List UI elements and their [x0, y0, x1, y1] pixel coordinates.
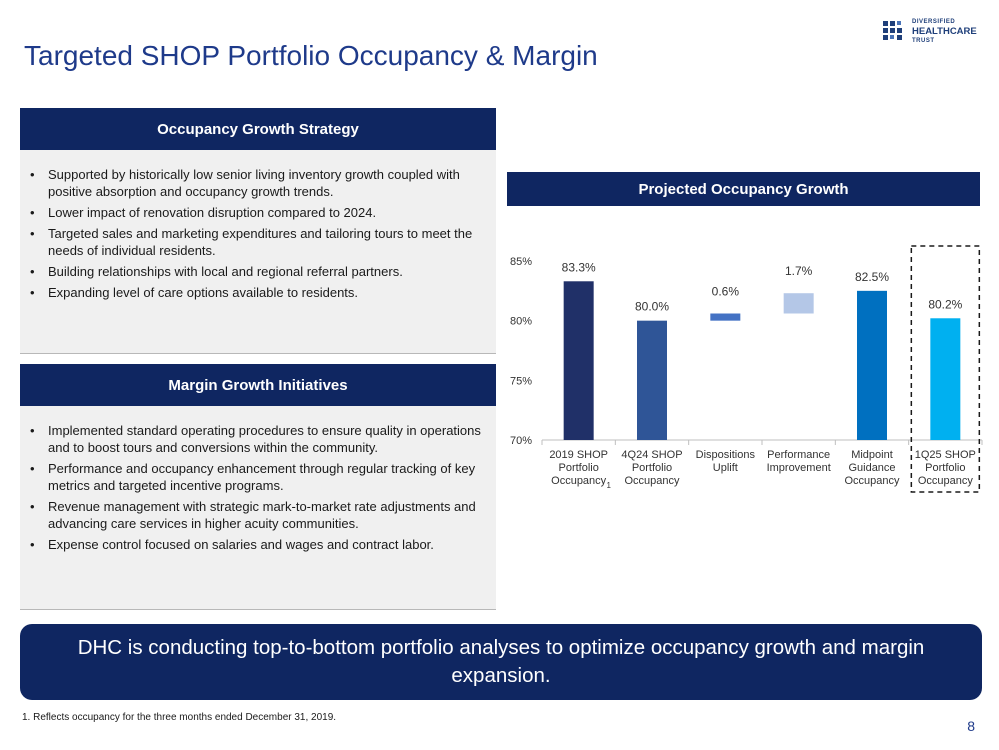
margin-initiatives-panel: Implemented standard operating procedure… — [20, 406, 496, 610]
x-tick-label: Uplift — [713, 462, 738, 474]
margin-initiatives-list: Implemented standard operating procedure… — [20, 406, 496, 553]
occupancy-strategy-panel: Supported by historically low senior liv… — [20, 150, 496, 354]
list-item: Targeted sales and marketing expenditure… — [30, 225, 488, 259]
bar — [857, 290, 887, 440]
chart-title: Projected Occupancy Growth — [507, 172, 980, 206]
summary-banner: DHC is conducting top-to-bottom portfoli… — [20, 624, 982, 700]
occupancy-strategy-heading: Occupancy Growth Strategy — [20, 108, 496, 150]
list-item: Revenue management with strategic mark-t… — [30, 498, 488, 532]
x-tick-label: Performance — [767, 449, 830, 461]
bar — [930, 318, 961, 440]
page-number: 8 — [967, 718, 975, 734]
list-item: Supported by historically low senior liv… — [30, 166, 488, 200]
x-tick-label: 1Q25 SHOP — [915, 449, 976, 461]
logo-line-3: TRUST — [912, 38, 935, 44]
y-tick-label: 80% — [510, 316, 532, 328]
highlight-box — [910, 245, 981, 493]
x-tick-label: 4Q24 SHOP — [621, 449, 682, 461]
data-label: 0.6% — [712, 285, 740, 299]
list-item: Expense control focused on salaries and … — [30, 536, 488, 553]
y-tick-label: 70% — [510, 435, 532, 447]
data-label: 80.0% — [635, 300, 669, 314]
page-title: Targeted SHOP Portfolio Occupancy & Marg… — [24, 40, 598, 71]
x-tick-label: Portfolio — [632, 462, 672, 474]
company-logo: DIVERSIFIED HEALTHCARE TRUST — [883, 18, 983, 46]
list-item: Building relationships with local and re… — [30, 263, 488, 280]
data-label: 80.2% — [928, 297, 962, 311]
logo-line-2: HEALTHCARE — [912, 26, 977, 37]
list-item: Performance and occupancy enhancement th… — [30, 460, 488, 494]
bar — [637, 320, 667, 440]
occupancy-strategy-list: Supported by historically low senior liv… — [20, 150, 496, 301]
x-tick-label: Portfolio — [558, 462, 598, 474]
x-tick-label: Occupancy — [918, 475, 974, 487]
footnote: 1. Reflects occupancy for the three mont… — [22, 712, 337, 723]
x-tick-label: Occupancy — [551, 475, 607, 487]
data-label: 1.7% — [785, 264, 813, 278]
footnote-marker: 1 — [606, 481, 611, 490]
bar — [710, 313, 741, 321]
y-tick-label: 85% — [510, 256, 532, 268]
x-tick-label: Occupancy — [624, 475, 680, 487]
x-tick-label: 2019 SHOP — [549, 449, 608, 461]
x-tick-label: Dispositions — [696, 449, 756, 461]
x-tick-label: Portfolio — [925, 462, 965, 474]
x-tick-label: Occupancy — [844, 475, 900, 487]
margin-initiatives-heading: Margin Growth Initiatives — [20, 364, 496, 406]
bar — [563, 281, 594, 440]
list-item: Lower impact of renovation disruption co… — [30, 204, 488, 221]
logo-line-1: DIVERSIFIED — [912, 19, 956, 25]
x-tick-label: Guidance — [848, 462, 895, 474]
list-item: Expanding level of care options availabl… — [30, 284, 488, 301]
bar — [783, 293, 814, 314]
x-tick-label: Improvement — [767, 462, 831, 474]
data-label: 83.3% — [562, 260, 596, 274]
list-item: Implemented standard operating procedure… — [30, 422, 488, 456]
logo-grid-icon — [883, 21, 907, 41]
x-tick-label: Midpoint — [851, 449, 893, 461]
data-label: 82.5% — [855, 270, 889, 284]
y-tick-label: 75% — [510, 375, 532, 387]
